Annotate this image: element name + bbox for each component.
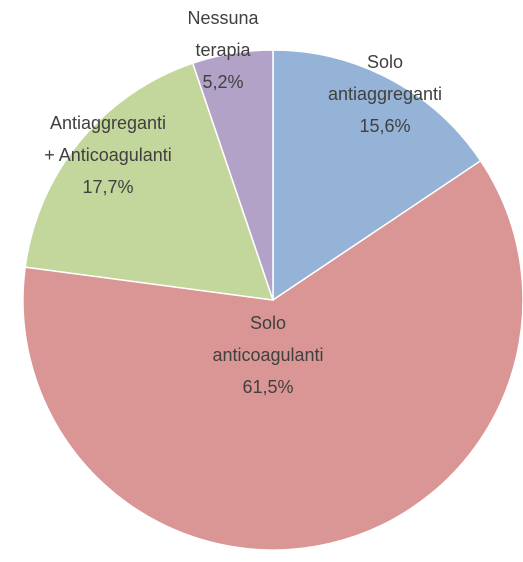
category-label: Solo antiaggreganti [327,52,443,104]
pie-slice [191,49,274,301]
category-label: Antiaggreganti + Anticoagulanti [44,113,172,165]
category-label: Solo anticoagulanti [212,313,324,365]
pie-slice [272,49,482,302]
value-label: 61,5% [242,377,294,397]
slice-label: Solo antiaggreganti 15,6% [328,46,442,142]
pie-slice [24,62,275,301]
value-label: 17,7% [82,177,134,197]
slice-label: Solo anticoagulanti 61,5% [212,307,323,403]
slice-label: Nessuna terapia 5,2% [187,2,258,98]
slice-label: Antiaggreganti + Anticoagulanti 17,7% [44,107,172,203]
category-label: Nessuna terapia [187,8,259,60]
value-label: 15,6% [359,116,411,136]
value-label: 5,2% [202,72,244,92]
